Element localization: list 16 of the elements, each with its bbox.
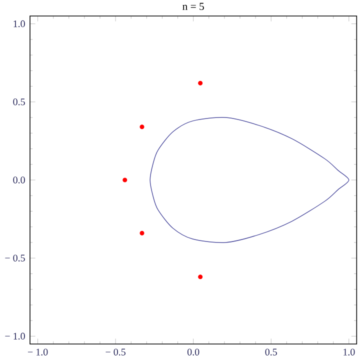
y-tick-label: − 1.0 (5, 332, 25, 340)
x-tick-label: 0.5 (265, 348, 277, 356)
chart-title: n = 5 (182, 2, 204, 10)
x-tick-label: 0.0 (187, 348, 200, 356)
point (198, 274, 203, 280)
y-tick-label: 0.5 (13, 98, 25, 106)
y-tick-label: − 0.5 (5, 254, 25, 262)
y-tick-label: 1.0 (14, 20, 25, 28)
x-tick-label: − 1.0 (28, 348, 48, 356)
point (140, 124, 144, 130)
y-tick-label: 0.0 (13, 176, 25, 184)
point (198, 80, 203, 86)
x-tick-label: − 0.5 (106, 348, 126, 356)
x-tick-label: 1.0 (344, 348, 355, 356)
point (140, 230, 144, 236)
point (122, 178, 128, 182)
